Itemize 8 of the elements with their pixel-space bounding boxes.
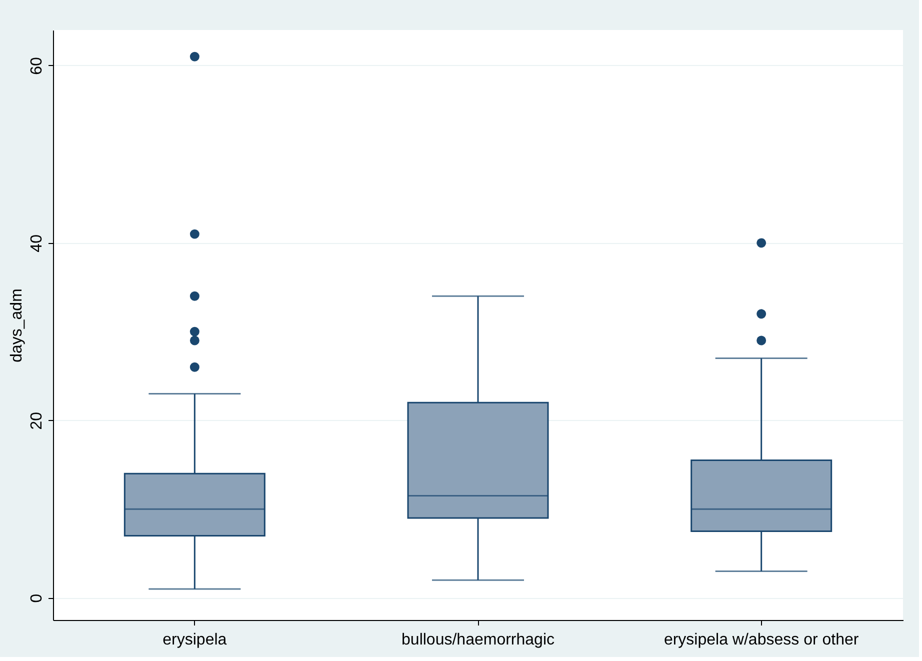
- x-tick-label: bullous/haemorrhagic: [402, 632, 554, 648]
- y-tick-label: 40: [28, 234, 46, 252]
- y-tick-label: 20: [28, 412, 46, 430]
- x-tick-label: erysipela w/absess or other: [664, 632, 860, 648]
- y-tick-label: 60: [28, 56, 46, 75]
- y-tick-label: 0: [28, 594, 46, 603]
- x-tick-label: erysipela: [162, 632, 227, 648]
- y-axis-title: days_adm: [8, 288, 26, 362]
